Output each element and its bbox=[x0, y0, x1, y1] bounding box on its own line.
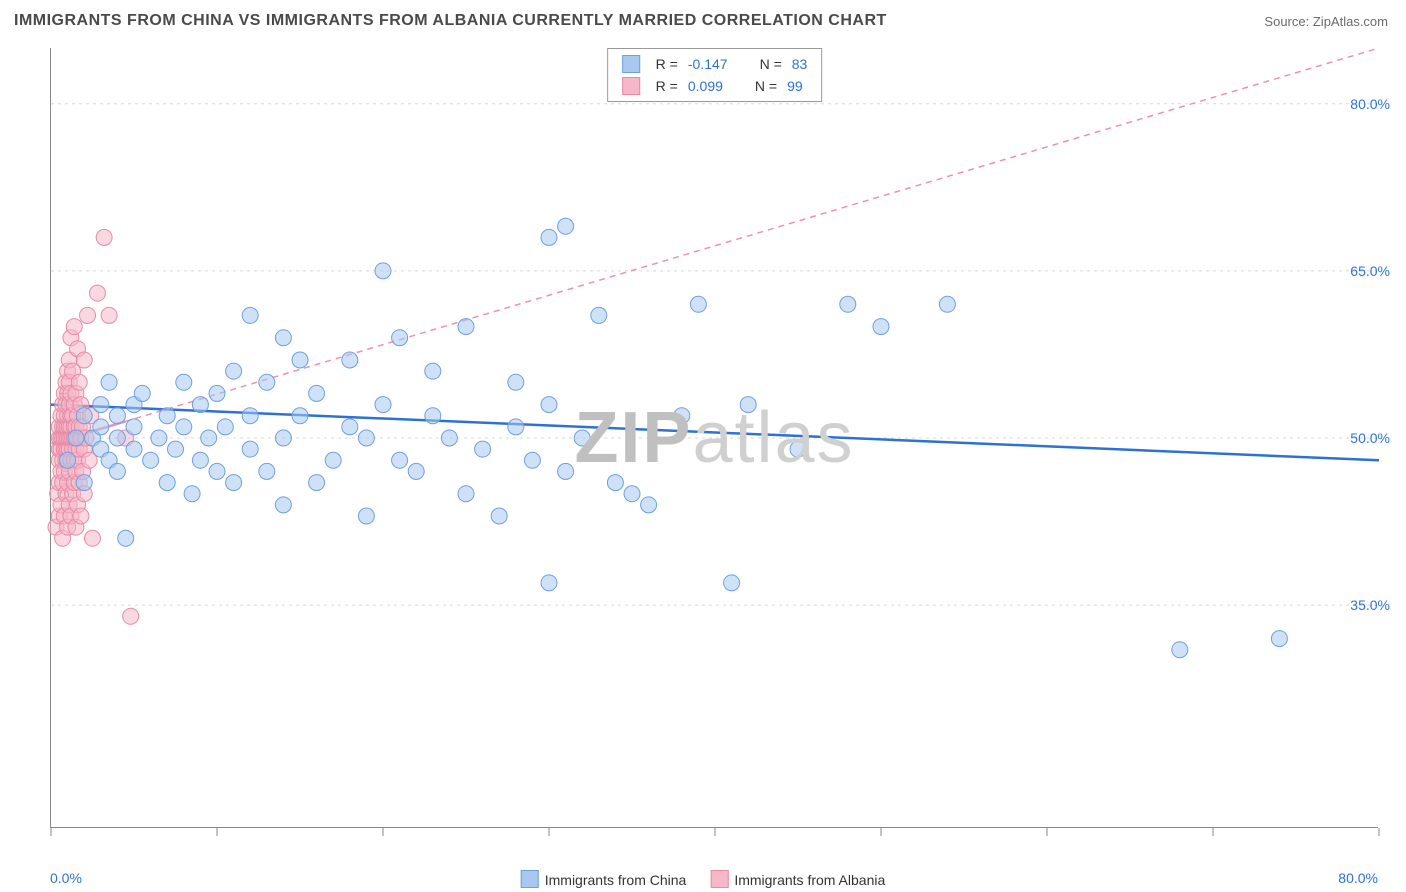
legend-swatch-icon bbox=[710, 870, 728, 888]
chart-title: IMMIGRANTS FROM CHINA VS IMMIGRANTS FROM… bbox=[14, 12, 887, 30]
plot-area: ZIPatlas R =-0.147N =83R =0.099N =99 bbox=[50, 48, 1378, 828]
y-tick-label: 50.0% bbox=[1350, 430, 1390, 446]
legend-item: Immigrants from Albania bbox=[710, 870, 885, 888]
stat-n-value: 83 bbox=[792, 56, 808, 72]
x-axis-max-label: 80.0% bbox=[1338, 870, 1378, 886]
legend-label: Immigrants from Albania bbox=[734, 872, 885, 888]
source-attribution: Source: ZipAtlas.com bbox=[1264, 14, 1388, 29]
stat-n-value: 99 bbox=[787, 78, 803, 94]
stat-r-label: R = bbox=[656, 56, 678, 72]
stat-r-value: -0.147 bbox=[688, 56, 728, 72]
legend-label: Immigrants from China bbox=[545, 872, 687, 888]
y-tick-label: 80.0% bbox=[1350, 96, 1390, 112]
stat-n-label: N = bbox=[755, 78, 777, 94]
legend-swatch-icon bbox=[521, 870, 539, 888]
bottom-legend: Immigrants from China Immigrants from Alb… bbox=[521, 870, 886, 888]
stats-row: R = 0.099 N = 99 bbox=[622, 75, 808, 97]
legend-item: Immigrants from China bbox=[521, 870, 687, 888]
stats-row: R = -0.147 N = 83 bbox=[622, 53, 808, 75]
legend-swatch-icon bbox=[622, 77, 640, 95]
chart-container: IMMIGRANTS FROM CHINA VS IMMIGRANTS FROM… bbox=[0, 0, 1406, 892]
x-axis-min-label: 0.0% bbox=[50, 870, 82, 886]
source-label: Source: bbox=[1264, 14, 1309, 29]
source-value: ZipAtlas.com bbox=[1313, 14, 1388, 29]
legend-swatch-icon bbox=[622, 55, 640, 73]
stat-r-value: 0.099 bbox=[688, 78, 723, 94]
stat-n-label: N = bbox=[760, 56, 782, 72]
y-tick-label: 35.0% bbox=[1350, 597, 1390, 613]
stat-r-label: R = bbox=[656, 78, 678, 94]
scatter-plot-svg bbox=[51, 48, 1378, 827]
y-tick-label: 65.0% bbox=[1350, 263, 1390, 279]
stats-legend-box: R = -0.147 N = 83 R = 0.099 N = 99 bbox=[607, 48, 823, 102]
